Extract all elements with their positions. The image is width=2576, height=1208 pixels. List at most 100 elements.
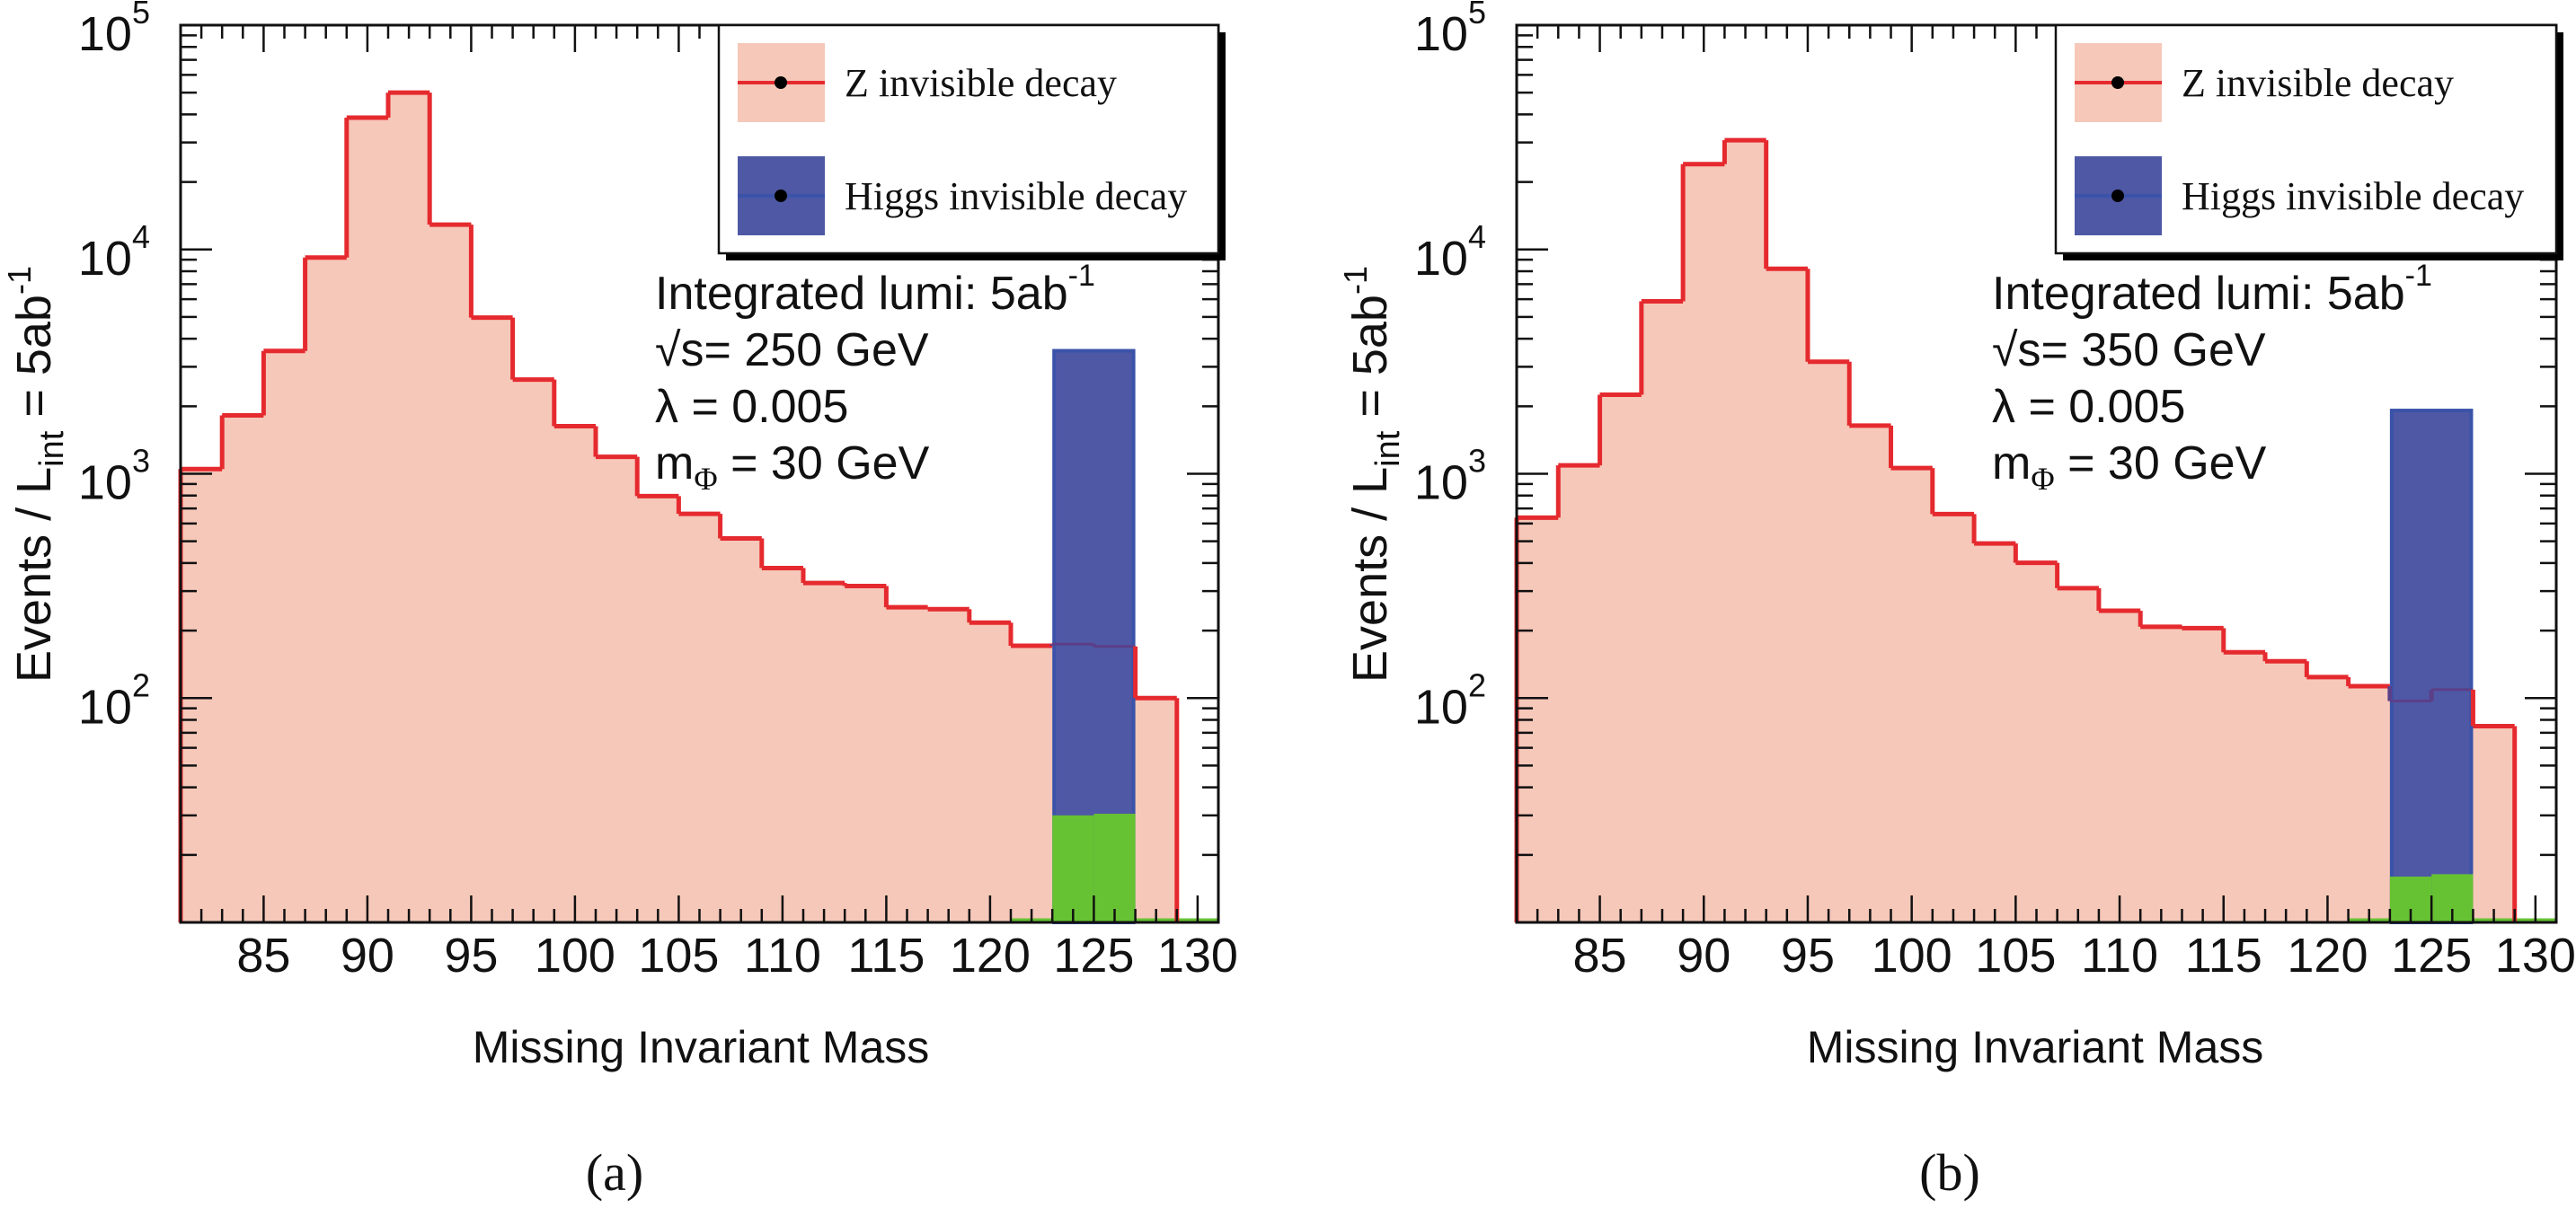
z-bar [2015, 562, 2058, 922]
z-bar [596, 456, 638, 922]
z-bar [2140, 626, 2182, 922]
annotation-subscript: Φ [2031, 461, 2054, 497]
z-bar [263, 350, 306, 923]
y-axis-title-text: = 5ab [1343, 295, 1397, 431]
y-tick-base: 10 [1414, 456, 1468, 510]
z-bar [720, 538, 763, 922]
z-bar [845, 586, 887, 922]
y-tick-base: 10 [78, 232, 132, 286]
y-tick-base: 10 [78, 7, 132, 61]
annotation-superscript: -1 [1068, 259, 1095, 293]
x-tick-label: 100 [1872, 929, 1952, 983]
z-fill-group [1517, 140, 2516, 923]
panel-b: 85 90 95 100 105 110 115 120 125 130102103104105E… [1337, 0, 2576, 1202]
z-bar [222, 415, 264, 922]
z-bar [1849, 425, 1892, 922]
legend-marker-dot [775, 76, 787, 89]
y-tick-exponent: 5 [1468, 0, 1486, 31]
x-tick-label: 130 [2495, 929, 2576, 983]
z-bar [2265, 661, 2307, 922]
annotation-text: √s= 250 GeV [655, 324, 929, 376]
panel-caption: (a) [586, 1143, 643, 1202]
legend-marker-dot [2111, 76, 2124, 89]
annotation-subscript: Φ [694, 461, 717, 497]
z-bar [1932, 514, 1975, 922]
legend: Z invisible decay Higgs invisible decay [2054, 23, 2563, 260]
z-bar [2098, 611, 2141, 922]
y-tick-label: 103 [78, 443, 150, 510]
y-tick-label: 104 [1414, 218, 1486, 286]
z-bar [1135, 698, 1178, 922]
x-tick-label: 105 [1975, 929, 2056, 983]
y-tick-label: 102 [1414, 666, 1486, 734]
x-tick-label: 90 [1677, 929, 1731, 983]
z-fill-group [181, 93, 1178, 923]
y-tick-exponent: 2 [1468, 666, 1486, 703]
x-tick-label: 110 [2081, 929, 2158, 983]
x-tick-label: 120 [2287, 929, 2368, 983]
z-bar [678, 514, 721, 922]
green-bar [1052, 815, 1094, 922]
higgs-bar [2389, 409, 2474, 924]
annotation-line: Integrated lumi: 5ab-1 [655, 259, 1095, 320]
z-bar [886, 607, 929, 922]
y-axis-title-text: Events / L [7, 467, 61, 683]
z-bar [1683, 163, 1725, 922]
annotation-text: = 30 GeV [718, 437, 930, 489]
z-bar [2473, 726, 2516, 922]
x-tick-label: 120 [950, 929, 1031, 983]
green-bar [1093, 814, 1136, 922]
annotation-line: mΦ = 30 GeV [655, 437, 930, 497]
panel-a: 85 90 95 100 105 110 115 120 125 130102103104105E… [1, 0, 1238, 1202]
z-bar [2223, 652, 2266, 922]
annotation-line: Integrated lumi: 5ab-1 [1992, 259, 2432, 320]
y-axis-title: Events / Lint = 5ab-1 [1, 266, 71, 683]
annotation-text: = 30 GeV [2055, 437, 2267, 489]
y-axis-title: Events / Lint = 5ab-1 [1337, 266, 1407, 683]
annotation-text: Integrated lumi: 5ab [1992, 268, 2405, 320]
z-bar [2182, 628, 2225, 922]
z-bar [1890, 468, 1934, 922]
annotation-line: √s= 350 GeV [1992, 324, 2266, 376]
y-tick-exponent: 5 [132, 0, 150, 31]
y-tick-label: 105 [78, 0, 150, 61]
annotation-line: mΦ = 30 GeV [1992, 437, 2267, 497]
z-bar [553, 426, 597, 923]
z-bar [1558, 465, 1601, 922]
z-bar [637, 496, 679, 922]
z-bar [2057, 587, 2100, 922]
annotation-text: m [655, 437, 694, 489]
z-bar [471, 317, 514, 923]
z-bar [969, 622, 1012, 922]
y-axis-title-text: Events / L [1343, 467, 1397, 683]
y-tick-base: 10 [78, 680, 132, 734]
x-tick-label: 115 [2185, 929, 2262, 983]
y-tick-exponent: 4 [132, 218, 150, 255]
x-tick-label: 85 [1573, 929, 1627, 983]
y-tick-base: 10 [1414, 7, 1468, 61]
y-axis-title-subscript: int [1369, 430, 1407, 467]
legend-label: Higgs invisible decay [2182, 174, 2524, 218]
annotation-text: m [1992, 437, 2031, 489]
z-bar [346, 117, 389, 923]
annotation-line: √s= 250 GeV [655, 324, 929, 376]
legend: Z invisible decay Higgs invisible decay [717, 23, 1226, 260]
z-bar [927, 609, 970, 922]
z-bar [1974, 543, 2016, 922]
x-tick-label: 105 [638, 929, 719, 983]
legend-marker-dot [2111, 190, 2124, 202]
y-tick-base: 10 [1414, 232, 1468, 286]
x-tick-label: 125 [2391, 929, 2472, 983]
x-tick-label: 95 [444, 929, 498, 983]
z-bar [1724, 140, 1767, 923]
z-bar [1599, 394, 1642, 922]
x-tick-label: 95 [1781, 929, 1835, 983]
y-axis-title-subscript: int [33, 430, 71, 467]
y-tick-label: 102 [78, 666, 150, 734]
annotation-line: λ = 0.005 [1992, 381, 2185, 433]
x-tick-label: 115 [847, 929, 925, 983]
z-bar [388, 93, 430, 922]
y-axis-title-superscript: -1 [1, 266, 38, 295]
z-bar [2348, 685, 2391, 922]
y-tick-exponent: 2 [132, 666, 150, 703]
